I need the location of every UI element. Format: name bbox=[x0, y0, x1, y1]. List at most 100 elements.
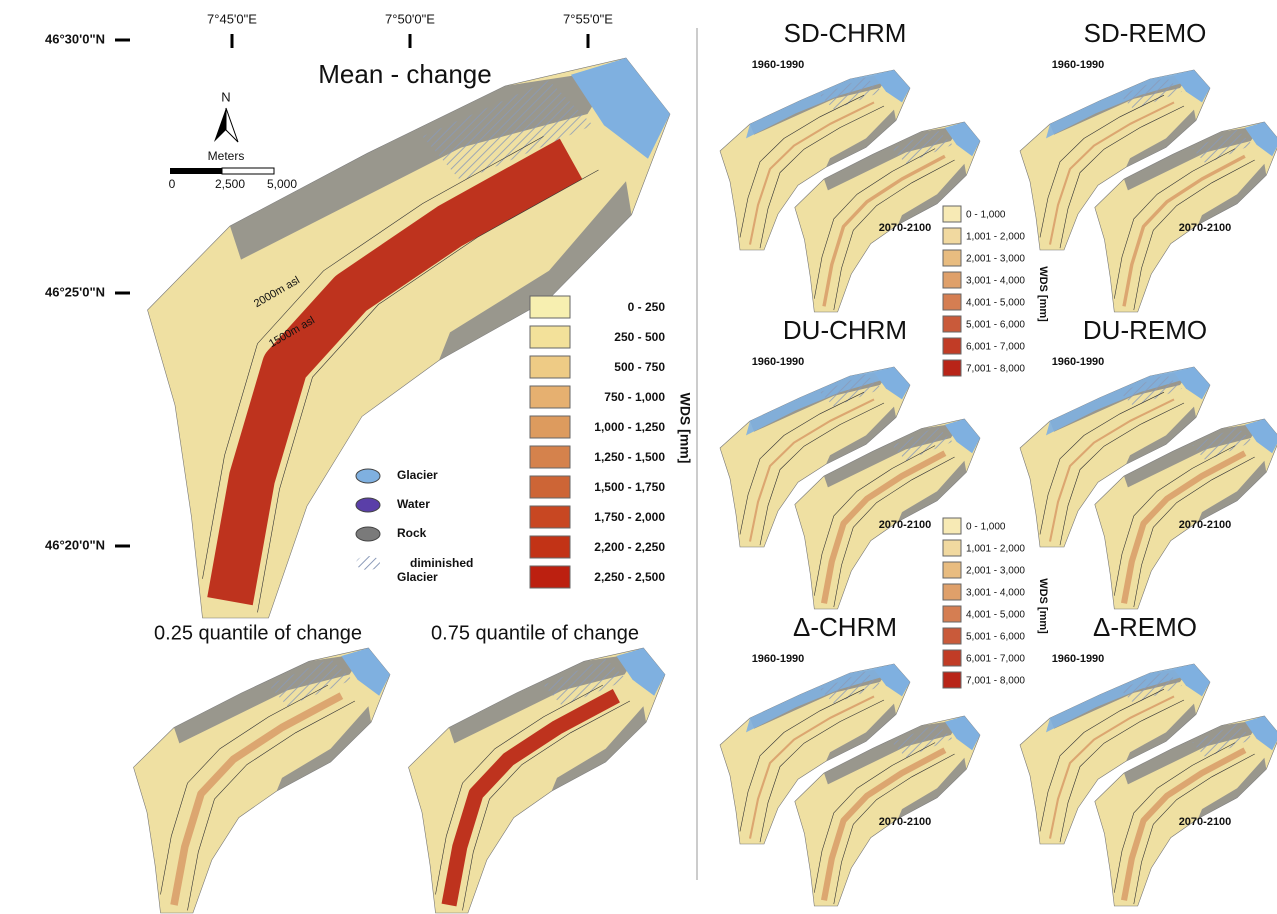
legend-swatch bbox=[943, 360, 961, 376]
legend-swatch bbox=[530, 446, 570, 468]
label: 1,000 - 1,250 bbox=[594, 420, 665, 434]
legend-swatch bbox=[943, 294, 961, 310]
label: 5,000 bbox=[267, 177, 297, 191]
legend-swatch bbox=[530, 536, 570, 558]
label: 0.25 quantile of change bbox=[154, 622, 362, 644]
legend-swatch bbox=[943, 518, 961, 534]
label: 1,750 - 2,000 bbox=[594, 510, 665, 524]
label: 250 - 500 bbox=[614, 330, 665, 344]
legend-swatch bbox=[943, 628, 961, 644]
label: 0 bbox=[169, 177, 176, 191]
label: 3,001 - 4,000 bbox=[966, 276, 1025, 287]
label: 6,001 - 7,000 bbox=[966, 654, 1025, 665]
legend-swatch bbox=[530, 326, 570, 348]
label: 7°50'0"E bbox=[385, 11, 435, 26]
label: 750 - 1,000 bbox=[604, 390, 665, 404]
label: Δ-CHRM bbox=[793, 612, 897, 642]
legend-swatch bbox=[943, 672, 961, 688]
legend-swatch bbox=[943, 206, 961, 222]
label: 0 - 250 bbox=[628, 300, 666, 314]
label: SD-CHRM bbox=[784, 18, 907, 48]
label: 46°30'0"N bbox=[45, 31, 105, 46]
label: 7,001 - 8,000 bbox=[966, 676, 1025, 687]
label: 5,001 - 6,000 bbox=[966, 320, 1025, 331]
legend-swatch bbox=[530, 416, 570, 438]
map bbox=[134, 648, 391, 913]
label: 46°25'0"N bbox=[45, 284, 105, 299]
legend-swatch bbox=[943, 250, 961, 266]
figure: Mean - change 46°30'0"N 46°25'0"N 46°20'0"N… bbox=[0, 0, 1277, 914]
legend-swatch bbox=[530, 296, 570, 318]
label: 1,001 - 2,000 bbox=[966, 232, 1025, 243]
label: 1,500 - 1,750 bbox=[594, 480, 665, 494]
scale-bar bbox=[170, 168, 222, 174]
label: 1960-1990 bbox=[1052, 356, 1105, 368]
label: 2,200 - 2,250 bbox=[594, 540, 665, 554]
legend-swatch bbox=[943, 584, 961, 600]
label: N bbox=[221, 89, 230, 104]
label: WDS [mm] bbox=[1037, 266, 1049, 322]
label: 2070-2100 bbox=[1179, 816, 1232, 828]
symbol bbox=[356, 498, 380, 512]
label: 0 - 1,000 bbox=[966, 210, 1006, 221]
label: 46°20'0"N bbox=[45, 537, 105, 552]
label: 0 - 1,000 bbox=[966, 522, 1006, 533]
label: 7,001 - 8,000 bbox=[966, 364, 1025, 375]
legend-swatch bbox=[943, 562, 961, 578]
label: Mean - change bbox=[318, 59, 491, 89]
label: DU-REMO bbox=[1083, 315, 1207, 345]
label: 2,001 - 3,000 bbox=[966, 254, 1025, 265]
label: 2070-2100 bbox=[879, 519, 932, 531]
label: 1960-1990 bbox=[752, 653, 805, 665]
north-arrow bbox=[214, 108, 226, 142]
label: 6,001 - 7,000 bbox=[966, 342, 1025, 353]
label: 0.75 quantile of change bbox=[431, 622, 639, 644]
symbol bbox=[356, 556, 380, 570]
north-arrow bbox=[226, 108, 238, 142]
label: 7°45'0"E bbox=[207, 11, 257, 26]
label: 1,250 - 1,500 bbox=[594, 450, 665, 464]
legend-swatch bbox=[943, 228, 961, 244]
label: DU-CHRM bbox=[783, 315, 907, 345]
legend-swatch bbox=[530, 476, 570, 498]
legend-swatch bbox=[943, 316, 961, 332]
label: 2070-2100 bbox=[879, 222, 932, 234]
label: SD-REMO bbox=[1084, 18, 1207, 48]
legend-swatch bbox=[943, 540, 961, 556]
label-line: diminished bbox=[410, 556, 473, 570]
label: Rock bbox=[397, 526, 427, 540]
legend-swatch bbox=[530, 356, 570, 378]
legend-swatch bbox=[943, 650, 961, 666]
label: 5,001 - 6,000 bbox=[966, 632, 1025, 643]
label: WDS [mm] bbox=[1037, 578, 1049, 634]
label: 4,001 - 5,000 bbox=[966, 298, 1025, 309]
legend-swatch bbox=[530, 386, 570, 408]
symbol bbox=[356, 469, 380, 483]
scale-bar bbox=[222, 168, 274, 174]
label: 2070-2100 bbox=[1179, 519, 1232, 531]
legend-swatch bbox=[943, 272, 961, 288]
label-line: Glacier bbox=[397, 570, 438, 584]
label: 1960-1990 bbox=[752, 356, 805, 368]
label: 2,250 - 2,500 bbox=[594, 570, 665, 584]
label: 1960-1990 bbox=[1052, 653, 1105, 665]
label: Meters bbox=[208, 149, 245, 163]
label: 4,001 - 5,000 bbox=[966, 610, 1025, 621]
label: 2070-2100 bbox=[1179, 222, 1232, 234]
label: 2,001 - 3,000 bbox=[966, 566, 1025, 577]
label: 2,500 bbox=[215, 177, 245, 191]
label: 7°55'0"E bbox=[563, 11, 613, 26]
label: 1960-1990 bbox=[752, 59, 805, 71]
label: Water bbox=[397, 497, 430, 511]
legend-swatch bbox=[943, 338, 961, 354]
legend-swatch bbox=[943, 606, 961, 622]
legend-swatch bbox=[530, 506, 570, 528]
symbol bbox=[356, 527, 380, 541]
label: 2070-2100 bbox=[879, 816, 932, 828]
label: 3,001 - 4,000 bbox=[966, 588, 1025, 599]
label: 1960-1990 bbox=[1052, 59, 1105, 71]
legend-swatch bbox=[530, 566, 570, 588]
label: 500 - 750 bbox=[614, 360, 665, 374]
label: Δ-REMO bbox=[1093, 612, 1197, 642]
